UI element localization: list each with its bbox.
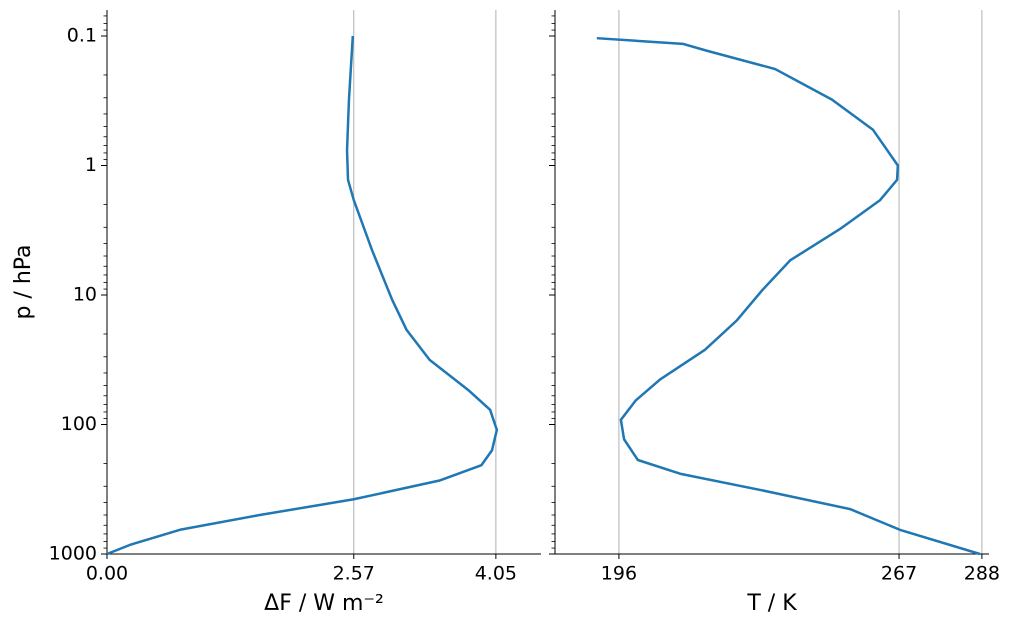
y-tick-label: 1 [85, 154, 97, 176]
x-tick-label: 4.05 [475, 563, 517, 585]
y-tick-label: 10 [73, 283, 97, 305]
x-tick-label: 196 [601, 563, 637, 585]
x-tick-label: 2.57 [333, 563, 375, 585]
x-tick-label: 288 [964, 563, 1000, 585]
profile-line [596, 36, 981, 556]
profile-line [106, 35, 499, 556]
y-tick-label: 100 [61, 413, 97, 435]
x-tick-label: 0.00 [86, 563, 128, 585]
y-axis-label: p / hPa [11, 244, 36, 319]
x-tick-label: 267 [881, 563, 917, 585]
y-tick-label: 0.1 [67, 24, 97, 46]
x-axis-label: ΔF / W m⁻² [264, 591, 384, 616]
x-axis-label: T / K [746, 591, 797, 616]
y-tick-label: 1000 [49, 543, 97, 565]
